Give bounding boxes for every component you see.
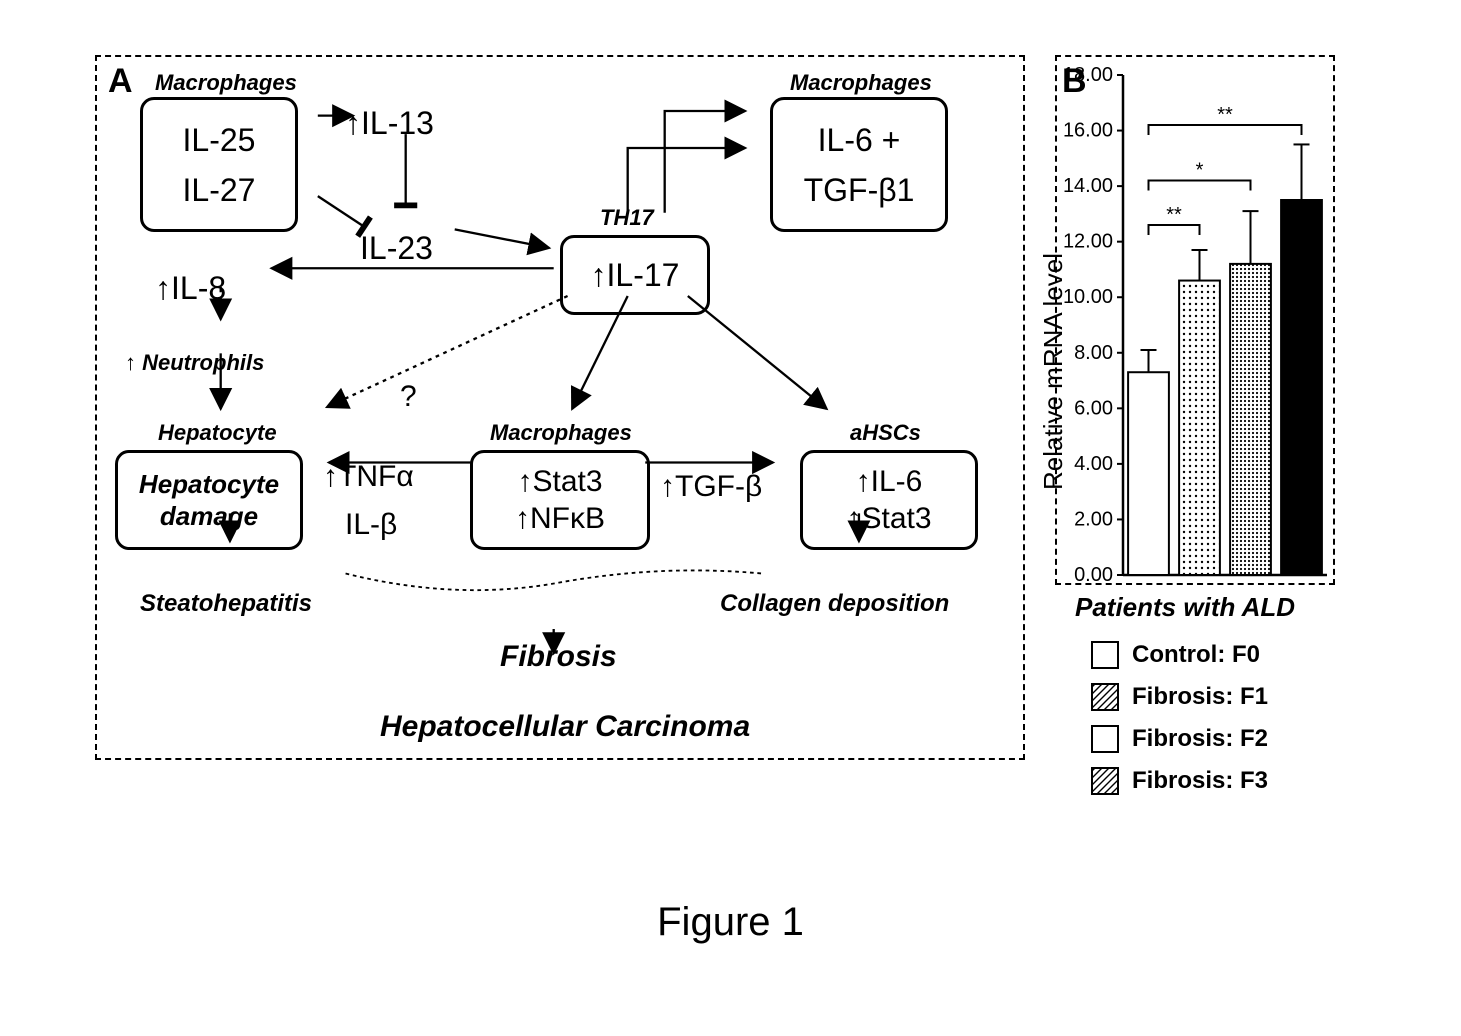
txt-il6plus: IL-6 + [818, 120, 901, 160]
box-hepatocyte-damage: Hepatocyte damage [115, 450, 303, 550]
legend-item: Fibrosis: F1 [1090, 682, 1268, 712]
legend-swatch-icon [1090, 682, 1120, 712]
label-hcc: Hepatocellular Carcinoma [380, 710, 750, 744]
txt-hep1: Hepatocyte [139, 468, 279, 501]
chart-ylabel: Relative mRNA level [1038, 253, 1069, 490]
svg-text:16.00: 16.00 [1063, 120, 1113, 142]
label-neutrophils: ↑ Neutrophils [125, 350, 264, 376]
figure-caption: Figure 1 [657, 900, 804, 945]
txt-il6: ↑IL-6 [856, 463, 923, 501]
legend-label: Fibrosis: F2 [1132, 725, 1268, 753]
label-hepatocyte: Hepatocyte [158, 420, 277, 446]
bar-F0 [1128, 372, 1169, 575]
svg-text:14.00: 14.00 [1063, 175, 1113, 197]
svg-text:**: ** [1217, 104, 1233, 126]
svg-text:2.00: 2.00 [1074, 508, 1113, 530]
legend-label: Fibrosis: F3 [1132, 767, 1268, 795]
legend-label: Control: F0 [1132, 641, 1260, 669]
bar-F2 [1230, 264, 1271, 575]
label-tgfb: ↑TGF-β [660, 470, 762, 504]
legend-item: Control: F0 [1090, 640, 1268, 670]
box-il6-tgfb1: IL-6 + TGF-β1 [770, 97, 948, 232]
svg-text:6.00: 6.00 [1074, 397, 1113, 419]
svg-text:0.00: 0.00 [1074, 564, 1113, 586]
label-collagen: Collagen deposition [720, 590, 949, 618]
txt-il25: IL-25 [183, 120, 256, 160]
txt-nfkb: ↑NFκB [515, 500, 605, 538]
label-il23: IL-23 [360, 230, 433, 267]
legend: Control: F0 Fibrosis: F1 Fibrosis: F2 Fibro… [1090, 640, 1268, 808]
label-ilb: IL-β [345, 508, 397, 542]
legend-item: Fibrosis: F3 [1090, 766, 1268, 796]
txt-stat3b: ↑Stat3 [846, 500, 931, 538]
bar-F3 [1281, 200, 1322, 575]
txt-tgfb1: TGF-β1 [804, 170, 915, 210]
label-macrophages-top-left: Macrophages [155, 70, 297, 96]
bar-F1 [1179, 281, 1220, 575]
label-tnfa: ↑TNFα [323, 460, 414, 494]
label-ahscs: aHSCs [850, 420, 921, 446]
svg-text:12.00: 12.00 [1063, 231, 1113, 253]
box-il17: ↑IL-17 [560, 235, 710, 315]
svg-text:8.00: 8.00 [1074, 342, 1113, 364]
legend-swatch-icon [1090, 724, 1120, 754]
legend-swatch-icon [1090, 766, 1120, 796]
figure-1: A Macrophages Macrophages TH17 ↑ Neutrop… [0, 0, 1461, 1036]
panel-a-letter: A [108, 62, 133, 101]
label-fibrosis: Fibrosis [500, 640, 617, 674]
label-macrophages-mid: Macrophages [490, 420, 632, 446]
label-steatohepatitis: Steatohepatitis [140, 590, 312, 618]
label-question: ? [400, 380, 417, 414]
legend-label: Fibrosis: F1 [1132, 683, 1268, 711]
box-ahscs-il6-stat3: ↑IL-6 ↑Stat3 [800, 450, 978, 550]
label-th17: TH17 [600, 205, 654, 231]
svg-text:**: ** [1166, 204, 1182, 226]
box-macrophages-stat3-nfkb: ↑Stat3 ↑NFκB [470, 450, 650, 550]
label-macrophages-top-right: Macrophages [790, 70, 932, 96]
box-il25-il27: IL-25 IL-27 [140, 97, 298, 232]
svg-text:4.00: 4.00 [1074, 453, 1113, 475]
label-il13: ↑IL-13 [345, 105, 434, 142]
legend-swatch-icon [1090, 640, 1120, 670]
legend-item: Fibrosis: F2 [1090, 724, 1268, 754]
txt-il17: ↑IL-17 [591, 255, 680, 295]
txt-il27: IL-27 [183, 170, 256, 210]
chart-xcaption: Patients with ALD [1075, 592, 1295, 623]
label-il8: ↑IL-8 [155, 270, 226, 307]
svg-text:*: * [1196, 160, 1204, 182]
svg-text:18.00: 18.00 [1063, 64, 1113, 86]
txt-hep2: damage [160, 500, 258, 533]
svg-text:10.00: 10.00 [1063, 286, 1113, 308]
panel-b-chart: 0.00 2.00 4.00 6.00 8.00 10.00 12.00 14.00 16.00… [1055, 55, 1335, 595]
txt-stat3: ↑Stat3 [517, 463, 602, 501]
